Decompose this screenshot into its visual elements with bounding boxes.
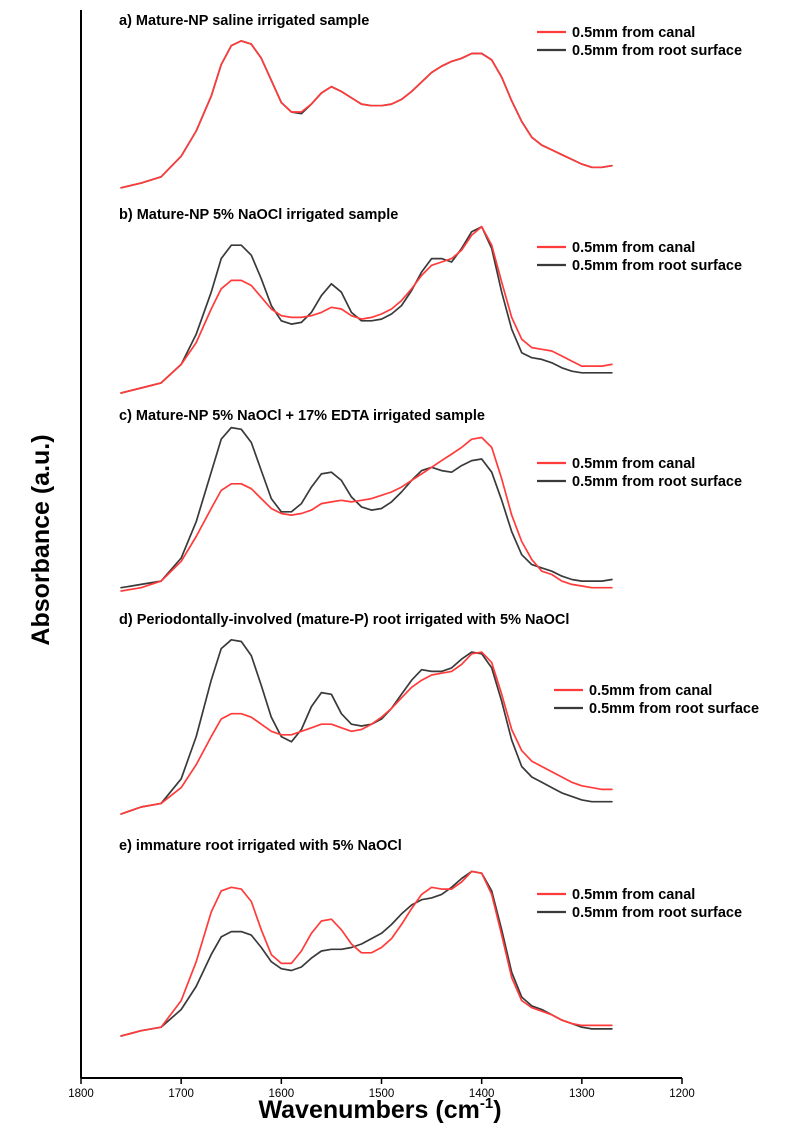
panel-title: e) immature root irrigated with 5% NaOCl	[119, 838, 402, 854]
x-axis-title-superscript: -1	[480, 1095, 493, 1112]
legend-entry: 0.5mm from root surface	[572, 905, 742, 921]
x-axis-ticks: 1800 1700 1600 1500 1400 1300 1200	[68, 1078, 695, 1100]
series-line-root-surface	[120, 225, 613, 394]
x-tick-label: 1700	[168, 1088, 194, 1100]
series-line-canal	[120, 870, 613, 1037]
spectrum-panel-b: b) Mature-NP 5% NaOCl irrigated sample 0.…	[119, 207, 742, 394]
x-axis-title: Wavenumbers (cm-1)	[258, 1095, 501, 1124]
legend-entry: 0.5mm from root surface	[589, 701, 759, 717]
x-tick-label: 1400	[469, 1088, 495, 1100]
panel-title: d) Periodontally-involved (mature-P) roo…	[119, 612, 569, 628]
series-line-root-surface	[120, 870, 613, 1037]
series-line-canal	[120, 651, 613, 815]
series-line-canal	[120, 436, 613, 592]
legend: 0.5mm from canal 0.5mm from root surface	[537, 456, 742, 490]
spectra-panels: a) Mature-NP saline irrigated sample 0.5m…	[119, 13, 759, 1037]
series-line-canal	[120, 40, 613, 189]
legend-entry: 0.5mm from root surface	[572, 474, 742, 490]
legend-entry: 0.5mm from canal	[572, 887, 695, 903]
legend: 0.5mm from canal 0.5mm from root surface	[554, 683, 759, 717]
legend-entry: 0.5mm from canal	[589, 683, 712, 699]
series-line-root-surface	[120, 40, 613, 189]
series-line-canal	[120, 225, 613, 394]
legend-entry: 0.5mm from root surface	[572, 43, 742, 59]
spectrum-panel-a: a) Mature-NP saline irrigated sample 0.5m…	[119, 13, 742, 189]
series-line-root-surface	[120, 426, 613, 589]
x-tick-label: 1600	[269, 1088, 295, 1100]
panel-title: a) Mature-NP saline irrigated sample	[119, 13, 369, 29]
legend: 0.5mm from canal 0.5mm from root surface	[537, 887, 742, 921]
panel-title: b) Mature-NP 5% NaOCl irrigated sample	[119, 207, 398, 223]
legend: 0.5mm from canal 0.5mm from root surface	[537, 25, 742, 59]
x-tick-label: 1300	[569, 1088, 595, 1100]
spectrum-panel-d: d) Periodontally-involved (mature-P) roo…	[119, 612, 759, 815]
y-axis-title: Absorbance (a.u.)	[27, 434, 55, 645]
x-tick-label: 1800	[68, 1088, 94, 1100]
x-tick-label: 1200	[669, 1088, 695, 1100]
legend-entry: 0.5mm from canal	[572, 25, 695, 41]
spectrum-panel-e: e) immature root irrigated with 5% NaOCl…	[119, 838, 742, 1037]
legend-entry: 0.5mm from canal	[572, 456, 695, 472]
panel-title: c) Mature-NP 5% NaOCl + 17% EDTA irrigat…	[119, 408, 485, 424]
legend-entry: 0.5mm from canal	[572, 240, 695, 256]
spectrum-panel-c: c) Mature-NP 5% NaOCl + 17% EDTA irrigat…	[119, 408, 742, 592]
legend: 0.5mm from canal 0.5mm from root surface	[537, 240, 742, 274]
legend-entry: 0.5mm from root surface	[572, 258, 742, 274]
x-tick-label: 1500	[369, 1088, 395, 1100]
